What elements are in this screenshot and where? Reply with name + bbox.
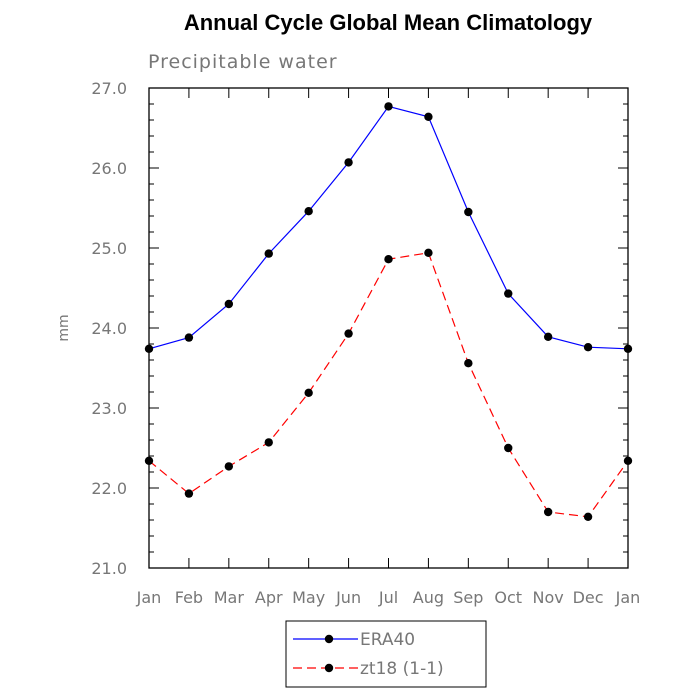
x-tick-label: Aug (413, 588, 444, 607)
data-point (464, 207, 473, 217)
data-point (424, 112, 433, 122)
legend-marker (324, 634, 334, 644)
data-point (144, 344, 154, 353)
legend-box (285, 620, 487, 688)
series-layer (144, 102, 633, 521)
data-point (384, 255, 393, 264)
series-line (148, 105, 629, 350)
x-tick-label: Mar (214, 588, 245, 607)
data-point (184, 489, 194, 498)
x-tick-label: Feb (175, 588, 203, 607)
y-tick-label: 25.0 (91, 239, 127, 258)
y-tick-label: 23.0 (91, 399, 127, 418)
data-point (184, 333, 194, 342)
data-point (543, 507, 553, 517)
data-point (464, 359, 473, 368)
series-1 (144, 102, 633, 353)
data-point (623, 344, 633, 353)
data-point (543, 332, 553, 341)
y-tick-label: 27.0 (91, 79, 127, 98)
y-tick-label: 21.0 (91, 559, 127, 578)
x-tick-label: May (292, 588, 325, 607)
y-axis-label: mm (56, 314, 72, 341)
y-tick-label: 24.0 (91, 319, 127, 338)
x-tick-label: Nov (533, 588, 564, 607)
x-tick-label: Dec (573, 588, 604, 607)
chart-title: Annual Cycle Global Mean Climatology (184, 10, 593, 35)
data-point (144, 456, 154, 465)
x-tick-label: Jun (335, 588, 361, 607)
data-point (264, 438, 273, 447)
x-tick-label: Apr (255, 588, 283, 607)
data-point (224, 462, 234, 471)
data-point (583, 512, 593, 521)
y-tick-label: 26.0 (91, 159, 127, 178)
y-tick-label: 22.0 (91, 479, 127, 498)
data-point (504, 289, 513, 298)
legend-label: zt18 (1-1) (360, 659, 444, 679)
data-point (344, 158, 353, 167)
series-line (148, 252, 629, 518)
series-2 (144, 248, 633, 521)
data-point (623, 456, 633, 465)
data-point (424, 248, 433, 257)
data-point (344, 329, 353, 338)
data-point (224, 299, 234, 309)
legend-marker (324, 663, 334, 673)
plot-frame (148, 87, 629, 569)
data-point (504, 443, 513, 453)
x-tick-label: Jul (378, 588, 398, 607)
axes: Jan Feb Mar Apr May Jun Jul Aug Sep Oct Nov Dec Jan 2… (91, 79, 640, 607)
legend: ERA40 zt18 (1-1) (285, 620, 487, 688)
legend-label: ERA40 (360, 630, 415, 650)
x-tick-label: Sep (453, 588, 483, 607)
data-point (304, 388, 313, 397)
x-tick-label: Jan (615, 588, 641, 607)
data-point (304, 207, 313, 216)
x-tick-label: Jan (136, 588, 162, 607)
x-tick-label: Oct (494, 588, 522, 607)
data-point (384, 102, 393, 111)
chart-subtitle: Precipitable water (148, 51, 338, 73)
data-point (583, 343, 593, 352)
data-point (264, 249, 273, 258)
